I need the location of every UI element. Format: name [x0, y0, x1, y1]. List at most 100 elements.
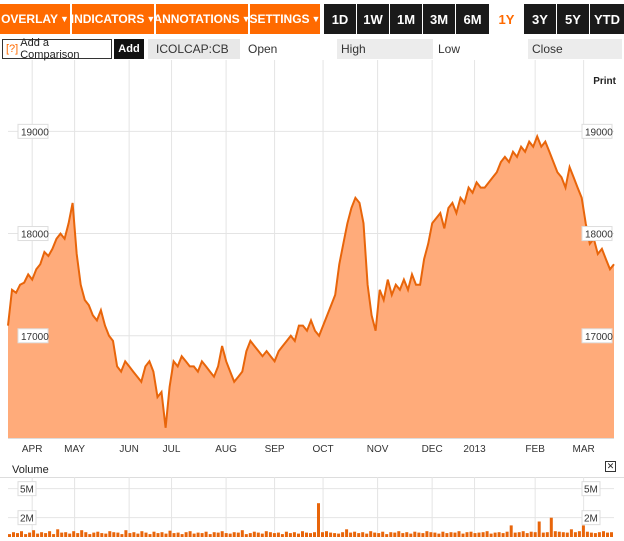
y-tick-label-box [581, 226, 613, 242]
volume-bar [28, 532, 32, 537]
volume-bar [353, 531, 357, 537]
volume-bar [256, 532, 260, 537]
volume-bar [148, 534, 152, 537]
indicators-menu-button[interactable]: INDICATORS ▼ [70, 4, 155, 34]
volume-bar [377, 533, 381, 537]
volume-bar [224, 533, 228, 537]
volume-bar [365, 533, 369, 537]
volume-bar [469, 531, 473, 537]
volume-bar [493, 532, 497, 537]
volume-tick-label: 5M [17, 481, 37, 497]
indicators-label: INDICATORS [70, 12, 145, 26]
volume-tick-text: 2M [20, 514, 34, 525]
volume-bar [521, 531, 525, 537]
volume-bar [437, 533, 441, 537]
volume-bar [497, 532, 501, 537]
close-volume-icon[interactable]: ✕ [605, 461, 616, 472]
volume-bar [429, 532, 433, 537]
volume-bar [309, 533, 312, 537]
y-tick-text: 17000 [21, 332, 49, 343]
volume-bar [349, 532, 353, 537]
volume-bar [401, 533, 405, 537]
range-5y-button[interactable]: 5Y [557, 4, 589, 34]
volume-bar [329, 532, 333, 537]
annotations-menu-button[interactable]: ANNOTATIONS ▼ [153, 4, 251, 34]
volume-bar [345, 529, 349, 537]
volume-bar [108, 531, 112, 537]
range-1m-button[interactable]: 1M [390, 4, 422, 34]
chevron-down-icon: ▼ [311, 14, 321, 24]
volume-bar [208, 534, 212, 537]
volume-bar [425, 531, 429, 537]
x-tick-label: FEB [525, 444, 545, 455]
volume-bar [216, 532, 220, 537]
y-tick-label: 18000 [17, 226, 49, 242]
volume-bar [413, 531, 417, 537]
ticker-symbol: ICOLCAP:CB [148, 39, 240, 59]
volume-bar [36, 533, 40, 537]
range-1d-button[interactable]: 1D [324, 4, 356, 34]
range-1y-button[interactable]: 1Y [490, 4, 523, 34]
volume-bar [569, 529, 573, 537]
settings-menu-button[interactable]: SETTINGS ▼ [250, 4, 320, 34]
help-icon[interactable]: [?] [6, 43, 19, 55]
price-area-fill [8, 136, 614, 438]
volume-bar [465, 532, 469, 537]
volume-bar [529, 531, 533, 537]
range-1w-button[interactable]: 1W [357, 4, 389, 34]
volume-bar [317, 503, 320, 537]
annotations-label: ANNOTATIONS [153, 12, 240, 26]
volume-bar [240, 530, 244, 537]
chart-toolbar: OVERLAY ▼ INDICATORS ▼ ANNOTATIONS ▼ SETTIN… [0, 0, 624, 36]
close-label: Close [528, 39, 622, 59]
volume-bar [144, 532, 148, 537]
volume-bar [172, 533, 176, 537]
overlay-label: OVERLAY [1, 12, 58, 26]
volume-tick-box [581, 510, 601, 526]
volume-bar [180, 534, 184, 537]
volume-bar [192, 533, 196, 537]
volume-bar [128, 533, 132, 537]
add-comparison-button[interactable]: Add [114, 39, 144, 59]
overlay-menu-button[interactable]: OVERLAY ▼ [0, 4, 70, 34]
volume-bar [212, 532, 216, 537]
range-ytd-button[interactable]: YTD [590, 4, 624, 34]
volume-bar [20, 531, 23, 537]
volume-bar [188, 531, 192, 537]
volume-bar [232, 532, 236, 537]
volume-bar [577, 531, 581, 537]
x-tick-label: APR [22, 444, 43, 455]
range-3m-button[interactable]: 3M [423, 4, 455, 34]
volume-bar [461, 533, 465, 537]
comparison-input[interactable]: [?] Add a Comparison [2, 37, 112, 61]
volume-label: Volume [12, 464, 49, 476]
x-tick-label: MAY [64, 444, 85, 455]
volume-bar [220, 531, 224, 537]
volume-bar [280, 534, 284, 537]
volume-bar [272, 533, 276, 537]
print-link[interactable]: Print [593, 76, 616, 87]
range-6m-button[interactable]: 6M [456, 4, 489, 34]
x-tick-label: SEP [265, 444, 285, 455]
volume-bar [385, 534, 389, 537]
volume-bar [557, 531, 561, 537]
volume-bar [341, 532, 345, 537]
volume-tick-box [581, 481, 601, 497]
volume-bar [409, 533, 413, 537]
range-3y-button[interactable]: 3Y [524, 4, 556, 34]
volume-bar [88, 534, 92, 537]
volume-bar [337, 533, 341, 537]
y-tick-label-box [581, 328, 613, 344]
x-tick-label: JUL [163, 444, 181, 455]
volume-bar [72, 531, 76, 537]
volume-bar [168, 530, 172, 537]
volume-bar [160, 532, 164, 537]
volume-bar [60, 532, 64, 537]
y-tick-label-box [581, 123, 613, 139]
volume-bar [585, 531, 589, 537]
volume-bar [541, 532, 545, 537]
volume-bar [100, 533, 104, 537]
volume-bar [268, 532, 272, 537]
volume-bar [48, 531, 52, 537]
volume-bar [104, 533, 108, 537]
